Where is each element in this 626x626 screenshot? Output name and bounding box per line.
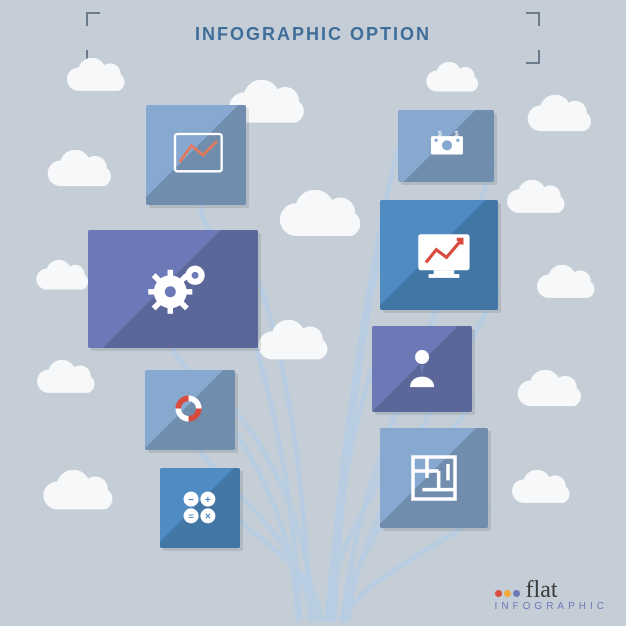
- tile-maze: [380, 428, 488, 528]
- tile-chart: [146, 105, 246, 205]
- maze-icon: [406, 450, 462, 506]
- tile-monitor: [380, 200, 498, 310]
- logo-word: flat: [526, 578, 558, 602]
- monitor-icon: [408, 224, 470, 286]
- gears-icon: [140, 256, 206, 322]
- footer-logo: flat INFOGRAPHIC: [495, 578, 608, 612]
- tile-cycle: [145, 370, 235, 450]
- infographic-stage: INFOGRAPHIC OPTION flat: [0, 0, 626, 626]
- logo-dot: [504, 590, 511, 597]
- chart-icon: [168, 127, 224, 183]
- ops-icon: [178, 486, 223, 531]
- tile-ops: [160, 468, 240, 548]
- tile-gears: [88, 230, 258, 348]
- tile-person: [372, 326, 472, 412]
- cycle-icon: [168, 388, 213, 433]
- logo-dot: [495, 590, 502, 597]
- logo-dot: [513, 590, 520, 597]
- person-icon: [398, 345, 446, 393]
- tile-money: [398, 110, 494, 182]
- logo-sub: INFOGRAPHIC: [495, 602, 608, 612]
- logo-dots: [495, 585, 522, 601]
- money-icon: [426, 126, 466, 166]
